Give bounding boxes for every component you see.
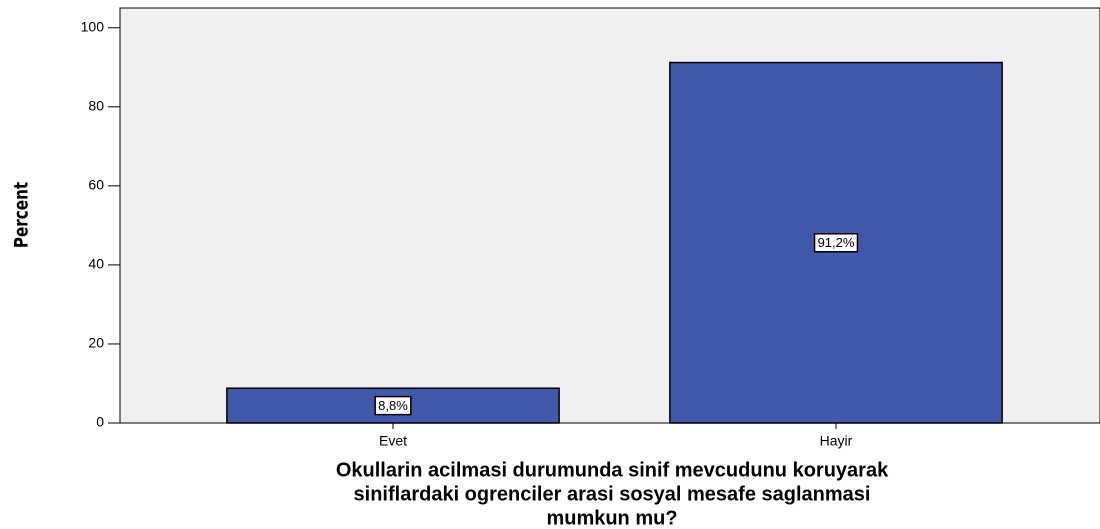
y-tick-label: 60	[88, 177, 104, 193]
y-tick-label: 0	[96, 414, 104, 430]
y-tick-label: 80	[88, 98, 104, 114]
x-axis-title: siniflardaki ogrenciler arasi sosyal mes…	[354, 483, 871, 505]
x-tick-label: Hayir	[820, 433, 853, 449]
value-label-box	[813, 233, 859, 253]
y-tick-label: 100	[81, 18, 105, 34]
x-axis-title: Okullarin acilmasi durumunda sinif mevcu…	[336, 459, 889, 481]
y-tick-label: 40	[88, 256, 104, 272]
value-label: 8,8%	[378, 398, 408, 413]
y-axis-title: Percent	[11, 182, 33, 248]
x-tick-label: Evet	[379, 433, 407, 449]
value-label: 91,2%	[818, 235, 855, 250]
value-label-box	[374, 395, 412, 416]
y-tick-label: 20	[88, 335, 104, 351]
x-axis-title: mumkun mu?	[546, 507, 677, 529]
